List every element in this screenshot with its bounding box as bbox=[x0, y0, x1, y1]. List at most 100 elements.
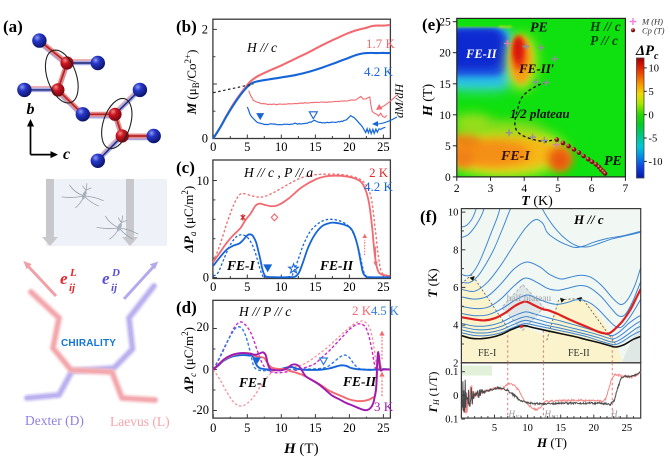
svg-text:FE-I: FE-I bbox=[226, 258, 256, 273]
svg-text:10: 10 bbox=[439, 110, 451, 122]
svg-text:20: 20 bbox=[439, 48, 451, 60]
svg-text:25: 25 bbox=[377, 140, 390, 154]
svg-text:-20: -20 bbox=[192, 403, 209, 417]
svg-text:15: 15 bbox=[439, 79, 451, 91]
svg-text:10: 10 bbox=[649, 64, 660, 75]
svg-text:M (μB/Co2+): M (μB/Co2+) bbox=[183, 50, 201, 116]
svg-text:H (T): H (T) bbox=[421, 84, 436, 118]
svg-text:PE: PE bbox=[604, 154, 622, 169]
svg-text:Dexter (D): Dexter (D) bbox=[25, 413, 84, 428]
svg-text:20: 20 bbox=[589, 423, 600, 434]
svg-text:10: 10 bbox=[197, 174, 210, 188]
svg-text:25: 25 bbox=[439, 17, 451, 29]
svg-text:0: 0 bbox=[210, 140, 216, 154]
svg-text:ΔPa (μC/m2): ΔPa (μC/m2) bbox=[180, 186, 198, 253]
svg-text:25: 25 bbox=[377, 421, 390, 435]
svg-text:(f): (f) bbox=[420, 207, 437, 226]
svg-text:H // c: H // c bbox=[573, 212, 604, 227]
svg-text:25: 25 bbox=[622, 423, 633, 434]
svg-text:e: e bbox=[60, 269, 68, 288]
svg-text:PE: PE bbox=[530, 21, 548, 36]
svg-text:4.2 K: 4.2 K bbox=[364, 64, 394, 79]
svg-text:Hc: Hc bbox=[610, 409, 621, 421]
svg-text:H // P // c: H // P // c bbox=[238, 304, 291, 319]
svg-text:FE-II′: FE-II′ bbox=[518, 61, 555, 76]
svg-text:Laevus (L): Laevus (L) bbox=[110, 414, 170, 429]
svg-text:D: D bbox=[111, 267, 120, 279]
svg-text:0: 0 bbox=[445, 172, 451, 184]
svg-text:c: c bbox=[63, 146, 70, 163]
svg-text:(a): (a) bbox=[3, 17, 23, 36]
svg-text:2 K: 2 K bbox=[369, 165, 389, 180]
svg-text:15: 15 bbox=[555, 423, 566, 434]
svg-text:20: 20 bbox=[197, 320, 210, 334]
svg-text:5: 5 bbox=[555, 183, 561, 195]
svg-text:HF1: HF1 bbox=[508, 409, 523, 421]
svg-text:half plateau: half plateau bbox=[507, 293, 552, 304]
svg-text:2 K: 2 K bbox=[352, 303, 372, 318]
svg-text:H // c: H // c bbox=[246, 40, 277, 55]
svg-text:10: 10 bbox=[448, 208, 459, 219]
svg-text:6: 6 bbox=[453, 283, 458, 294]
svg-text:ΔPc (μC/m2): ΔPc (μC/m2) bbox=[180, 327, 198, 394]
svg-text:H (T): H (T) bbox=[536, 435, 567, 450]
svg-text:T (K): T (K) bbox=[425, 268, 440, 297]
svg-text:0: 0 bbox=[203, 363, 209, 377]
svg-text:0: 0 bbox=[210, 421, 216, 435]
svg-text:FE-II: FE-II bbox=[568, 348, 590, 359]
svg-text:H // c , P // a: H // c , P // a bbox=[243, 165, 313, 180]
svg-text:2: 2 bbox=[454, 183, 460, 195]
svg-text:e: e bbox=[102, 269, 110, 288]
svg-text:ij: ij bbox=[111, 282, 118, 294]
svg-text:5: 5 bbox=[244, 140, 250, 154]
svg-text:FE-II: FE-II bbox=[342, 374, 377, 389]
svg-text:b: b bbox=[27, 101, 35, 118]
svg-text:8: 8 bbox=[453, 245, 458, 256]
svg-text:(c): (c) bbox=[176, 158, 195, 177]
svg-text:FE-II: FE-II bbox=[465, 47, 498, 61]
svg-text:10: 10 bbox=[522, 423, 533, 434]
svg-text:ΓH (1/T): ΓH (1/T) bbox=[426, 372, 441, 414]
svg-text:4.5 K: 4.5 K bbox=[371, 304, 399, 318]
svg-text:FE-II: FE-II bbox=[319, 258, 354, 273]
svg-text:5: 5 bbox=[244, 421, 250, 435]
svg-text:10: 10 bbox=[275, 421, 288, 435]
svg-text:-5: -5 bbox=[649, 134, 658, 145]
svg-text:M (H): M (H) bbox=[641, 17, 663, 27]
svg-text:dM/dH: dM/dH bbox=[392, 83, 406, 118]
svg-text:L: L bbox=[69, 267, 77, 279]
svg-text:H // c: H // c bbox=[589, 19, 621, 34]
svg-text:1/2 plateau: 1/2 plateau bbox=[510, 106, 570, 121]
svg-text:5: 5 bbox=[492, 423, 497, 434]
svg-text:FE-I: FE-I bbox=[500, 149, 530, 164]
svg-text:0: 0 bbox=[202, 132, 208, 146]
svg-text:2: 2 bbox=[202, 23, 208, 37]
svg-text:15: 15 bbox=[309, 280, 322, 294]
svg-text:0: 0 bbox=[203, 271, 209, 285]
svg-text:3: 3 bbox=[488, 183, 494, 195]
svg-text:3 K: 3 K bbox=[374, 399, 394, 414]
svg-text:25: 25 bbox=[377, 280, 390, 294]
svg-text:H (T): H (T) bbox=[283, 441, 319, 457]
svg-text:5: 5 bbox=[649, 87, 654, 98]
svg-text:HF2: HF2 bbox=[544, 409, 559, 421]
svg-text:(b): (b) bbox=[176, 17, 197, 36]
svg-text:0: 0 bbox=[453, 391, 458, 402]
svg-text:0: 0 bbox=[649, 110, 654, 121]
svg-text:6: 6 bbox=[589, 183, 595, 195]
svg-text:P // c: P // c bbox=[590, 33, 618, 48]
svg-text:7: 7 bbox=[623, 183, 629, 195]
svg-text:20: 20 bbox=[343, 421, 356, 435]
svg-text:4.2 K: 4.2 K bbox=[364, 179, 394, 194]
svg-text:(e): (e) bbox=[422, 15, 441, 34]
svg-text:15: 15 bbox=[309, 421, 322, 435]
svg-text:15: 15 bbox=[309, 140, 322, 154]
svg-text:Cp (T): Cp (T) bbox=[642, 26, 665, 36]
svg-text:FE-I: FE-I bbox=[478, 348, 496, 359]
svg-text:(d): (d) bbox=[176, 298, 197, 317]
svg-text:0.1: 0.1 bbox=[445, 367, 458, 378]
svg-text:1.7 K: 1.7 K bbox=[366, 36, 396, 51]
svg-text:5: 5 bbox=[445, 141, 451, 153]
svg-text:0: 0 bbox=[210, 280, 216, 294]
svg-text:2: 2 bbox=[453, 358, 458, 369]
